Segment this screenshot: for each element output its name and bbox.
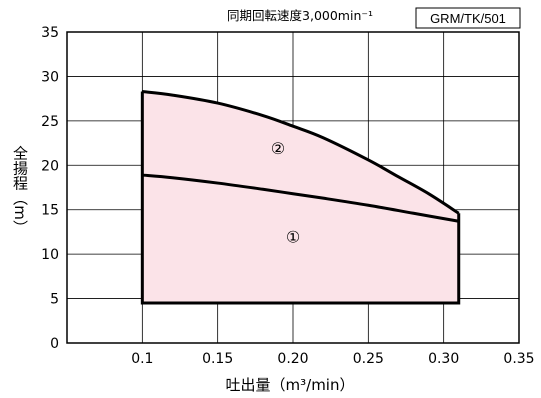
region-label-1: ① (286, 228, 300, 247)
x-axis-title: 吐出量（m³/min） (226, 376, 355, 394)
y-tick-label: 5 (50, 292, 59, 308)
region-label-2: ② (271, 139, 285, 158)
y-tick-label: 0 (50, 336, 59, 352)
y-axis-ticks: 0 5 10 15 20 25 30 35 (41, 25, 59, 352)
x-tick-label: 0.1 (131, 351, 153, 367)
region-labels: ①② (271, 139, 300, 247)
y-tick-label: 10 (41, 247, 59, 263)
x-tick-label: 0.30 (428, 351, 459, 367)
curve-2 (142, 90, 460, 215)
y-tick-label: 15 (41, 203, 59, 219)
y-tick-label: 20 (41, 158, 59, 174)
curve-1 (142, 173, 459, 223)
model-box (415, 7, 521, 29)
y-tick-label: 25 (41, 114, 59, 130)
plot-frame (66, 31, 520, 344)
y-tick-label: 35 (41, 25, 59, 41)
y-axis-title: 全揚程（m） (11, 144, 29, 234)
x-axis-ticks: 0.1 0.15 0.20 0.25 0.30 0.35 (131, 351, 534, 367)
x-tick-label: 0.15 (202, 351, 233, 367)
model-label: GRM/TK/501 (430, 11, 506, 26)
chart-title: 同期回転速度3,000min⁻¹ (227, 8, 373, 23)
operating-range-fill (142, 91, 459, 304)
operating-range-outline (140, 91, 461, 305)
x-tick-label: 0.35 (503, 351, 534, 367)
x-tick-label: 0.20 (277, 351, 308, 367)
x-tick-label: 0.25 (353, 351, 384, 367)
y-tick-label: 30 (41, 69, 59, 85)
